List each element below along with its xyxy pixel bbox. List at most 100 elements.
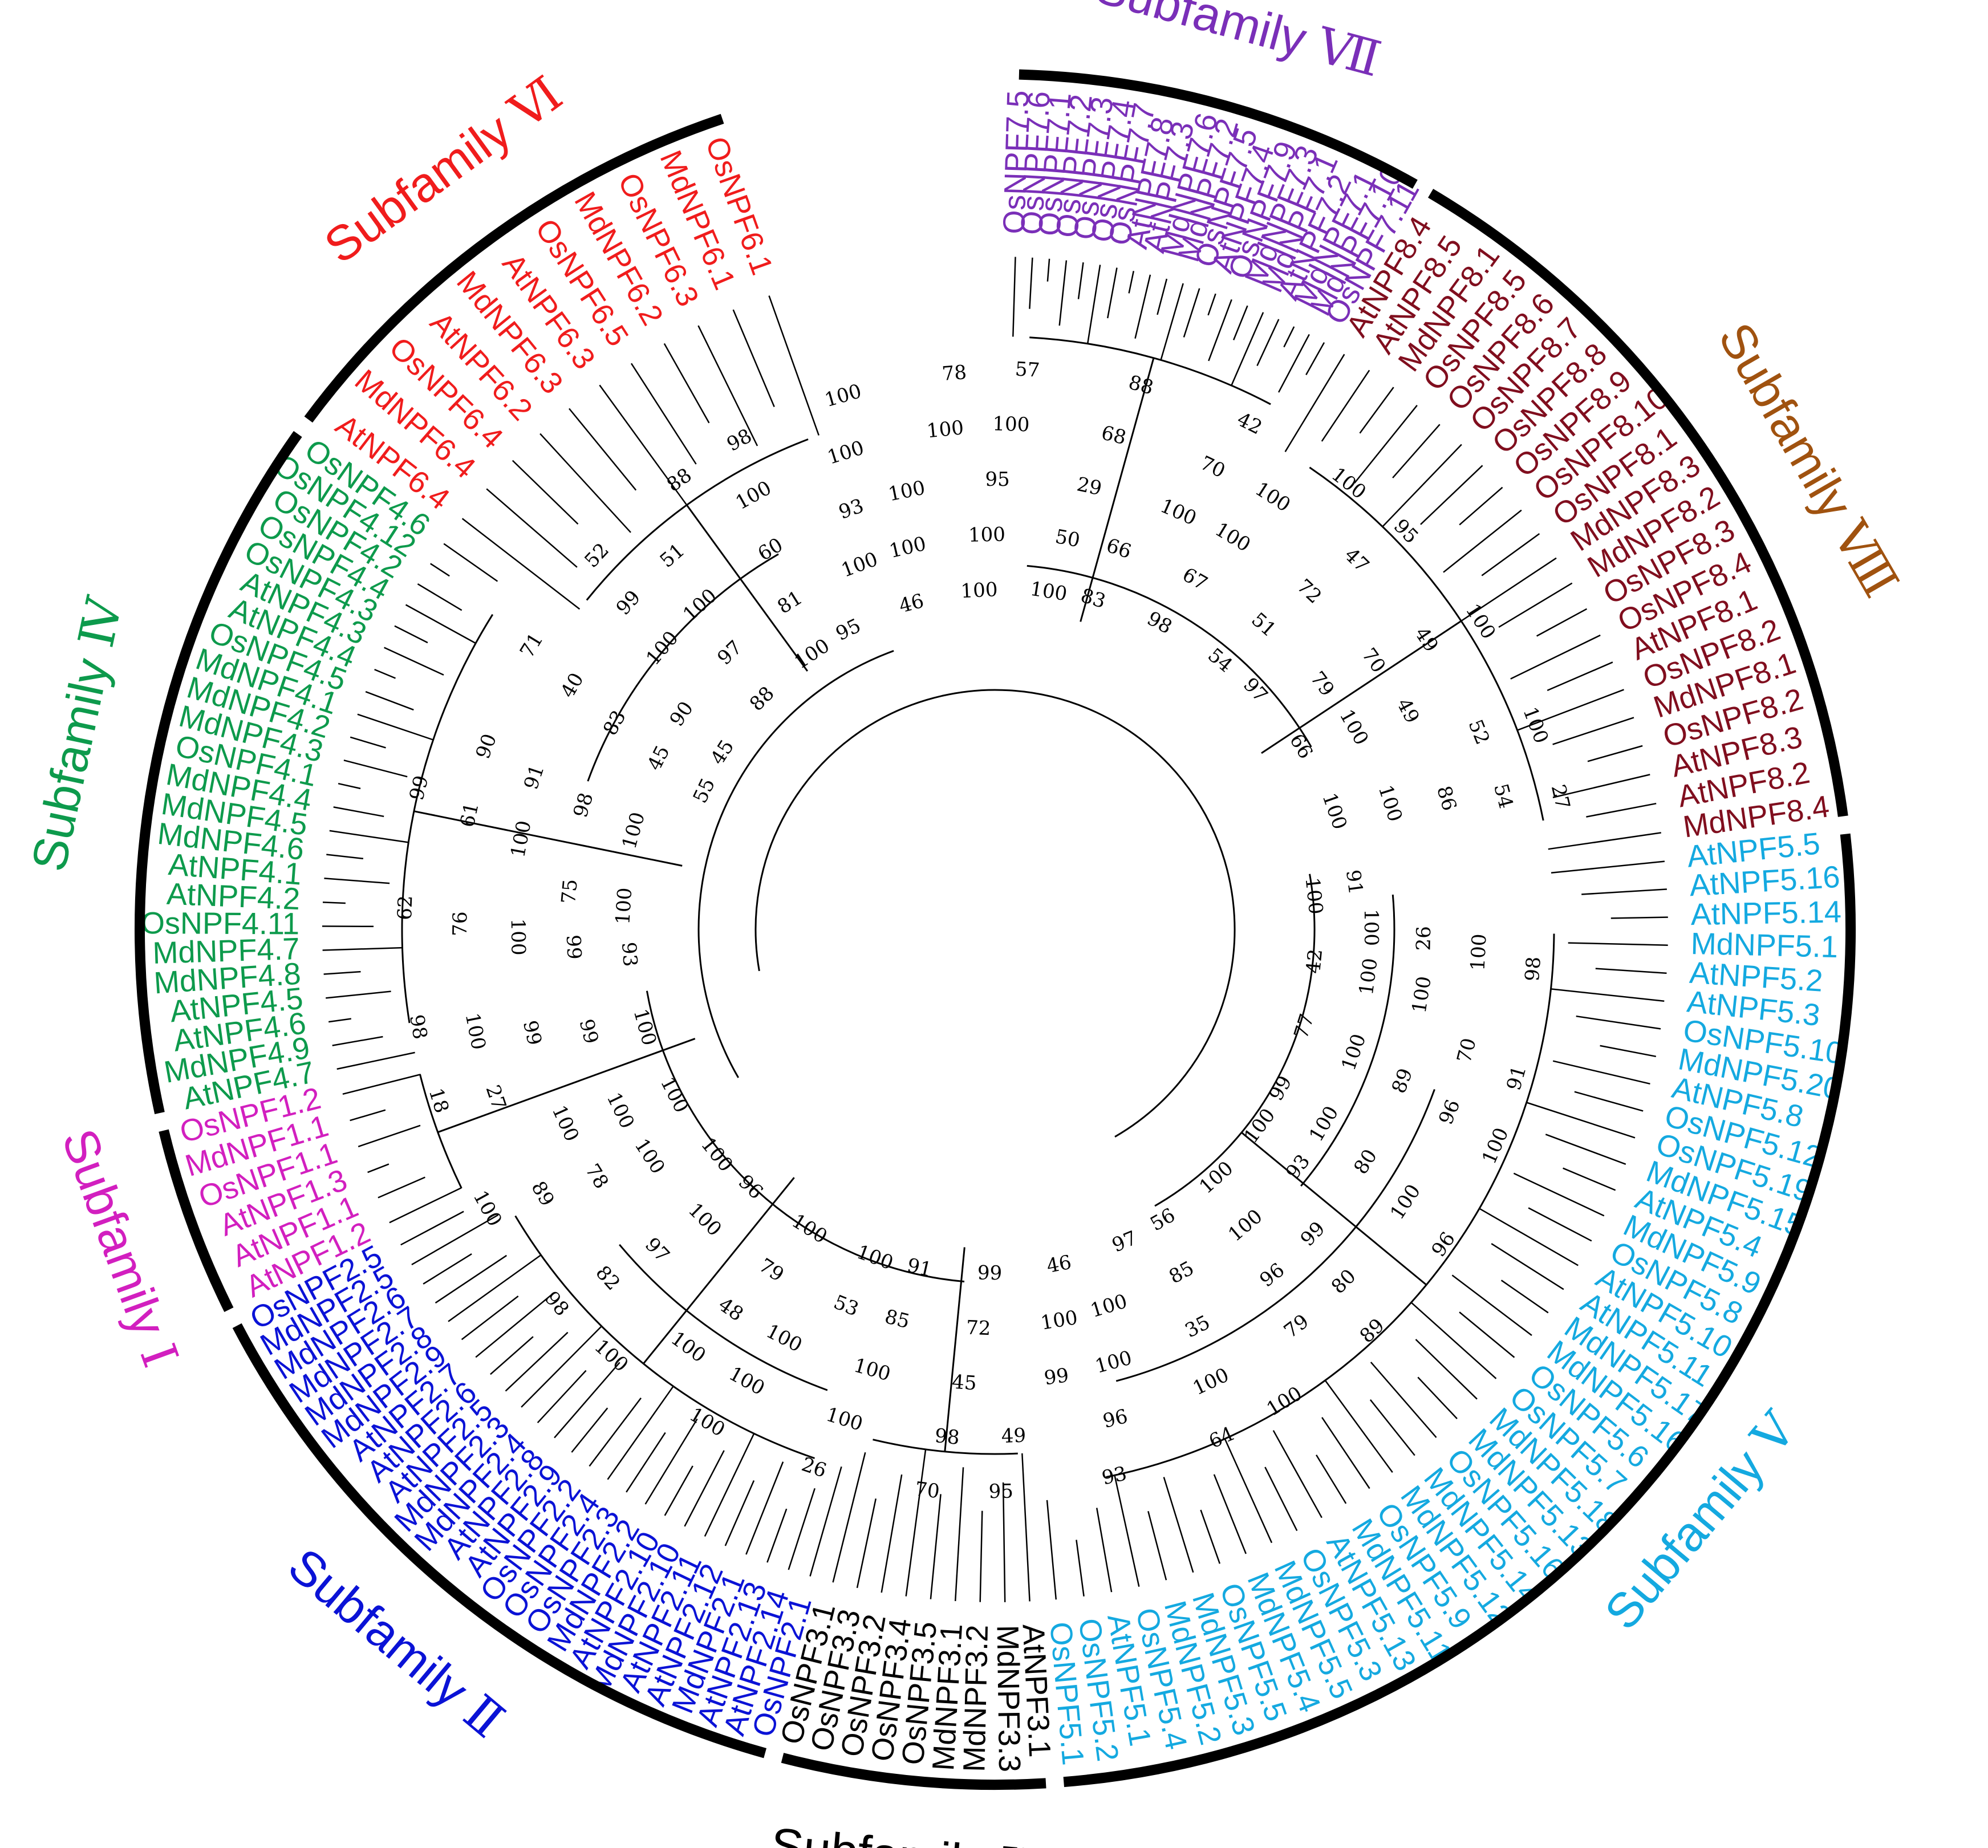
leaf-branch xyxy=(554,1362,620,1439)
bootstrap-value: 49 xyxy=(1392,694,1424,727)
leaf-branch xyxy=(357,713,433,741)
leaf-branch xyxy=(1528,1207,1592,1242)
leaf-branch xyxy=(1021,1453,1030,1602)
bootstrap-value: 98 xyxy=(934,1424,960,1449)
bootstrap-value: 100 xyxy=(1408,974,1436,1014)
leaf-branch xyxy=(1207,293,1216,316)
leaf-branch xyxy=(1208,299,1232,362)
bootstrap-value: 99 xyxy=(977,1262,1003,1285)
leaf-branch xyxy=(435,1254,507,1304)
bootstrap-value: 100 xyxy=(788,1209,831,1248)
leaf-branch xyxy=(1324,1380,1393,1473)
leaf-branch xyxy=(1552,717,1634,745)
bootstrap-value: 100 xyxy=(1374,782,1407,825)
bootstrap-value: 54 xyxy=(1203,644,1237,677)
bootstrap-value: 100 xyxy=(1224,1205,1267,1246)
bootstrap-value: 45 xyxy=(643,742,674,774)
bootstrap-value: 85 xyxy=(1165,1257,1198,1289)
leaf-branch xyxy=(745,1461,784,1555)
leaf-branch xyxy=(724,1480,755,1546)
leaf-branch xyxy=(1160,283,1184,360)
leaf-label: AtNPF4.2 xyxy=(166,877,301,916)
bootstrap-value: 42 xyxy=(1234,408,1266,439)
bootstrap-value: 100 xyxy=(1317,790,1351,832)
bootstrap-value: 85 xyxy=(882,1305,912,1333)
backbone-arc xyxy=(646,990,965,1283)
bootstrap-value: 100 xyxy=(506,819,535,859)
leaf-branch xyxy=(417,583,462,611)
leaf-branch xyxy=(1157,278,1168,315)
bootstrap-value: 57 xyxy=(1015,358,1040,381)
bootstrap-value: 68 xyxy=(1099,421,1128,449)
bootstrap-value: 100 xyxy=(732,477,775,515)
subfamily-label-iv: Subfamily Ⅳ xyxy=(20,591,134,876)
leaf-branch xyxy=(1451,1274,1532,1336)
leaf-label: MdNPF4.7 xyxy=(152,932,301,970)
leaf-branch xyxy=(405,604,476,644)
leaf-branch xyxy=(1200,1509,1221,1564)
leaf-branch xyxy=(486,488,578,568)
leaf-branch xyxy=(1106,267,1118,319)
leaf-branch xyxy=(1213,1474,1247,1554)
bootstrap-value: 70 xyxy=(1453,1035,1481,1065)
leaf-branch xyxy=(1305,342,1325,376)
bootstrap-value: 99 xyxy=(405,773,433,803)
bootstrap-value: 100 xyxy=(618,810,650,851)
backbone-arc xyxy=(1115,1089,1435,1382)
leaf-branch xyxy=(475,1293,554,1358)
bootstrap-value: 18 xyxy=(424,1086,453,1116)
bootstrap-value: 96 xyxy=(1434,1096,1464,1128)
bootstrap-value: 78 xyxy=(581,1160,613,1193)
clade-stem xyxy=(1261,620,1462,754)
bootstrap-value: 89 xyxy=(1387,1065,1418,1096)
bootstrap-value: 45 xyxy=(706,736,739,769)
leaf-branch xyxy=(1517,689,1624,731)
bootstrap-value: 93 xyxy=(1100,1462,1129,1489)
leaf-branch xyxy=(1316,1454,1347,1504)
subfamily-arc-ii xyxy=(232,1323,767,1758)
bootstrap-value: 100 xyxy=(823,1403,866,1436)
leaf-branch xyxy=(1586,802,1657,818)
bootstrap-value: 78 xyxy=(941,361,967,385)
bootstrap-value: 100 xyxy=(642,627,683,669)
bootstrap-value: 96 xyxy=(1101,1405,1130,1433)
leaf-branch xyxy=(1563,1167,1616,1191)
bootstrap-value: 82 xyxy=(591,1261,624,1295)
bootstrap-value: 100 xyxy=(790,634,834,673)
leaf-branch xyxy=(328,1018,351,1023)
leaf-branch xyxy=(358,1124,421,1148)
leaf-branch xyxy=(1284,354,1345,452)
bootstrap-value: 76 xyxy=(449,911,472,936)
leaf-branch xyxy=(1321,1417,1370,1489)
bootstrap-value: 98 xyxy=(540,1287,574,1321)
bootstrap-value: 98 xyxy=(1143,607,1176,639)
leaf-branch xyxy=(1500,1280,1549,1314)
bootstrap-value: 52 xyxy=(580,539,614,572)
bootstrap-value: 100 xyxy=(992,412,1030,436)
bootstrap-value: 100 xyxy=(468,1187,506,1230)
bootstrap-value: 96 xyxy=(1255,1258,1289,1291)
leaf-branch xyxy=(512,460,579,525)
leaf-branch xyxy=(684,1450,725,1527)
backbone-arc xyxy=(697,649,894,1078)
bootstrap-value: 100 xyxy=(1240,1104,1280,1148)
bootstrap-value: 83 xyxy=(1078,584,1108,614)
backbone-arc xyxy=(754,689,1236,1138)
leaf-branch xyxy=(1547,661,1613,692)
bootstrap-value: 100 xyxy=(679,584,721,626)
leaf-branch xyxy=(697,325,758,446)
bootstrap-value: 72 xyxy=(1292,575,1326,608)
leaf-branch xyxy=(490,1336,534,1375)
leaf-branch xyxy=(766,1508,788,1563)
leaf-label: MdNPF3.3 xyxy=(990,1624,1027,1772)
clade-stem xyxy=(1241,1132,1427,1286)
bootstrap-value: 99 xyxy=(1042,1364,1070,1390)
bootstrap-value: 56 xyxy=(1146,1204,1179,1236)
leaf-branch xyxy=(1096,1508,1113,1593)
leaf-branch xyxy=(732,309,775,407)
bootstrap-value: 53 xyxy=(830,1291,862,1321)
leaf-branch xyxy=(1479,1208,1579,1266)
leaf-branch xyxy=(537,1370,587,1424)
bootstrap-value: 100 xyxy=(854,1241,896,1275)
